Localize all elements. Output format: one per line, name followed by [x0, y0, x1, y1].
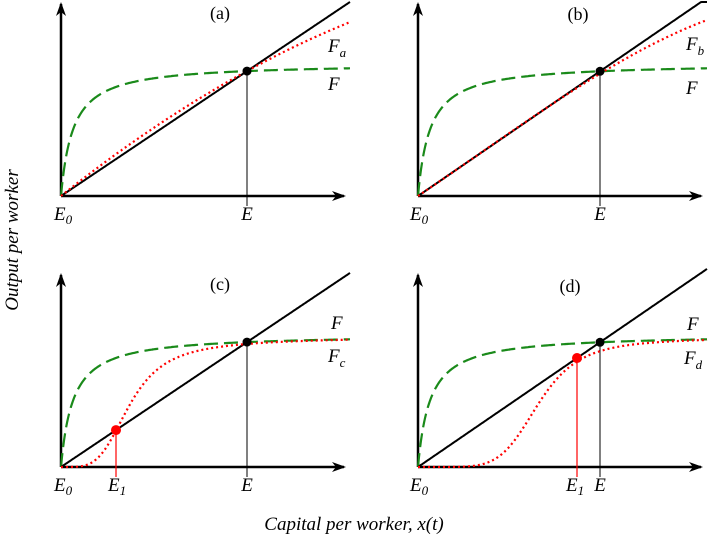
alternative-curve [60, 21, 351, 197]
depreciation-line [60, 1, 351, 197]
depreciation-line [417, 0, 707, 197]
stable-equilibrium-point [242, 66, 252, 76]
production-curve-f [59, 338, 350, 468]
panel-d: (d) F Fd E0 E1 E [409, 268, 708, 498]
depreciation-line [60, 272, 351, 468]
equilibrium-label-e: E [593, 475, 606, 496]
panel-title: (d) [560, 276, 581, 297]
equilibrium-label-e: E [240, 475, 253, 496]
curve-label-f: F [330, 313, 343, 334]
curve-label-fc: Fc [327, 346, 346, 370]
alternative-curve [61, 338, 350, 469]
stable-equilibrium-point [595, 66, 605, 76]
curve-label-f: F [686, 314, 699, 335]
unstable-equilibrium-point [572, 353, 582, 364]
stable-equilibrium-point [595, 337, 605, 347]
production-curve-f [416, 338, 707, 468]
depreciation-line [417, 268, 708, 468]
origin-label-e0: E0 [53, 204, 73, 227]
panel-b: (b) Fb F E0 E [409, 0, 708, 227]
origin-label-e0: E0 [409, 204, 429, 227]
production-curve-f [59, 67, 350, 197]
alternative-curve [418, 338, 708, 469]
equilibrium-label-e: E [240, 204, 253, 225]
curve-label-fb: Fb [685, 34, 705, 58]
curve-label-f: F [685, 78, 698, 99]
unstable-equilibrium-point [111, 425, 121, 436]
curve-label-fd: Fd [683, 348, 703, 372]
panel-title: (b) [568, 4, 589, 25]
curve-label-fa: Fa [327, 36, 347, 60]
x-axis-label: Capital per worker, x(t) [264, 514, 443, 535]
production-curve-f [416, 67, 707, 197]
panel-c: (c) F Fc E0 E1 E [53, 272, 351, 498]
unstable-label-e1: E1 [107, 475, 126, 498]
origin-label-e0: E0 [53, 475, 73, 498]
panel-a: (a) Fa F E0 E [53, 1, 351, 227]
origin-label-e0: E0 [409, 475, 429, 498]
stable-equilibrium-point [242, 337, 252, 347]
panel-title: (a) [210, 3, 230, 24]
panel-title: (c) [210, 274, 230, 295]
equilibrium-label-e: E [593, 204, 606, 225]
curve-label-f: F [327, 74, 340, 95]
y-axis-label: Output per worker [2, 169, 23, 311]
alternative-curve [417, 18, 708, 197]
unstable-label-e1: E1 [565, 475, 584, 498]
